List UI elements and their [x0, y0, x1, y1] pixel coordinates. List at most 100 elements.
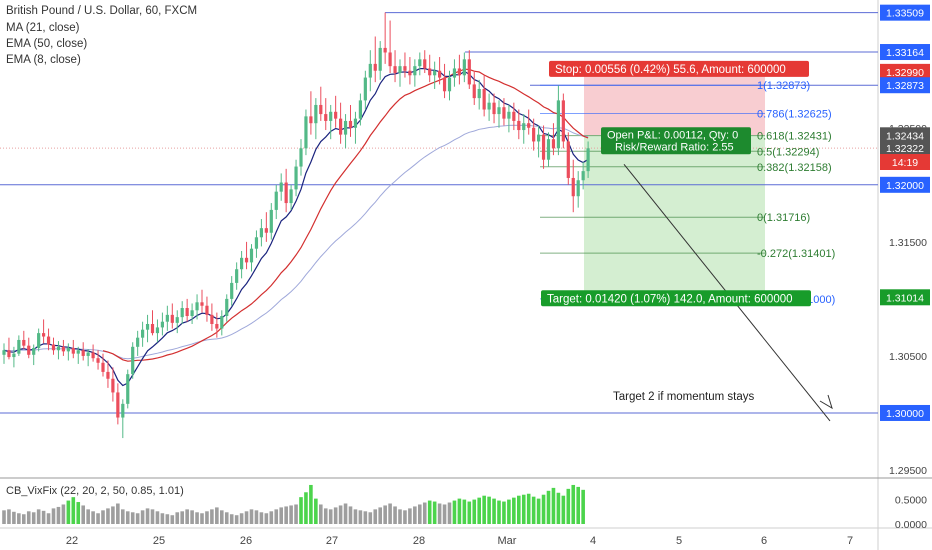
vixfix-bar — [432, 501, 437, 524]
vixfix-bar — [195, 512, 199, 524]
price-tick-label: 1.29500 — [889, 465, 927, 477]
vixfix-bar — [517, 495, 521, 524]
candle-body — [81, 350, 85, 356]
candle-body — [215, 323, 219, 329]
candle-body — [447, 77, 452, 92]
vixfix-bar — [170, 515, 175, 524]
vixfix-bar — [155, 511, 160, 524]
candle-body — [334, 111, 338, 119]
vixfix-bar — [437, 503, 442, 524]
candle-body — [230, 282, 234, 299]
vixfix-bar — [457, 498, 462, 524]
candle-body — [7, 350, 11, 358]
ema8-line — [3, 67, 589, 387]
vixfix-bar — [264, 513, 269, 524]
candle-body — [294, 166, 298, 190]
fib-level-label: 0.618(1.32431) — [757, 131, 832, 143]
vixfix-bar — [526, 493, 531, 524]
candle-body — [76, 350, 80, 354]
vixfix-bar — [299, 497, 303, 524]
candle-body — [240, 257, 244, 270]
candle-body — [452, 68, 457, 78]
vixfix-bar — [294, 504, 298, 524]
candle-body — [225, 298, 229, 317]
candle-body — [165, 314, 169, 322]
candle-body — [284, 182, 288, 204]
vixfix-bar — [160, 513, 165, 524]
candle-body — [249, 248, 254, 263]
stop-zone — [584, 71, 765, 136]
vixfix-bar — [472, 499, 477, 524]
candle-body — [423, 59, 427, 69]
candle-body — [358, 100, 362, 119]
candle-body — [136, 337, 140, 347]
vixfix-bar — [61, 504, 66, 524]
candle-body — [190, 310, 194, 317]
vixfix-bar — [353, 509, 358, 524]
indicator-label: CB_VixFix (22, 20, 2, 50, 0.85, 1.01) — [6, 485, 184, 497]
vixfix-bar — [541, 494, 546, 524]
vixfix-bar — [2, 510, 6, 524]
vixfix-bar — [383, 505, 387, 524]
time-tick-label: 27 — [326, 535, 338, 547]
vixfix-bar — [368, 512, 373, 524]
vixfix-bar — [259, 512, 264, 524]
vixfix-bar — [86, 509, 90, 524]
candle-body — [492, 102, 496, 115]
price-badge — [880, 289, 930, 306]
vixfix-bar — [106, 508, 110, 524]
vixfix-bar — [46, 513, 51, 524]
vixfix-bar — [150, 509, 155, 524]
candle-body — [175, 317, 179, 323]
candle-body — [12, 353, 16, 358]
stop-label-box — [549, 60, 809, 77]
vixfix-bar — [314, 498, 318, 524]
candle-body — [170, 314, 174, 323]
vixfix-bar — [135, 513, 140, 524]
fib-level-label: 0.382(1.32158) — [757, 162, 832, 174]
candle-body — [32, 347, 36, 355]
vixfix-bar — [51, 508, 56, 524]
candle-body — [200, 302, 204, 306]
candle-body — [126, 374, 130, 404]
candle-body — [37, 333, 41, 348]
stop-label-text: Stop: 0.00556 (0.42%) 55.6, Amount: 6000… — [555, 64, 786, 76]
vixfix-bar — [229, 514, 234, 524]
vixfix-bar — [531, 496, 536, 524]
vixfix-bar — [403, 510, 407, 524]
vixfix-bar — [413, 506, 417, 524]
candle-body — [517, 120, 521, 131]
fib-level-label: -0.272(1.31401) — [757, 248, 835, 260]
candle-body — [145, 323, 150, 330]
candle-body — [378, 47, 382, 71]
vixfix-bar — [338, 505, 343, 524]
candle-body — [363, 77, 367, 101]
candle-body — [160, 321, 164, 328]
candle-body — [532, 127, 536, 142]
candle-body — [155, 327, 160, 334]
candle-body — [210, 314, 214, 324]
candle-body — [487, 102, 491, 110]
candle-body — [551, 139, 556, 149]
candle-body — [373, 63, 377, 71]
time-tick-label: 4 — [590, 535, 596, 547]
vixfix-bar — [452, 500, 457, 524]
vixfix-bar — [31, 512, 36, 524]
vixfix-bar — [234, 515, 239, 524]
vixfix-bar — [269, 511, 274, 524]
candle-body — [462, 59, 466, 76]
vixfix-bar — [378, 507, 382, 524]
candle-body — [22, 339, 26, 346]
vixfix-bar — [487, 496, 491, 524]
candle-body — [368, 63, 372, 78]
vixfix-bar — [175, 512, 180, 524]
vixfix-bar — [467, 501, 472, 524]
vixfix-bar — [210, 509, 214, 524]
fib-level-label: 0(1.31716) — [757, 212, 810, 224]
candle-body — [477, 88, 481, 99]
vixfix-bar — [165, 514, 170, 524]
price-badge-text: 1.33509 — [886, 8, 924, 20]
vixfix-bar — [447, 502, 452, 524]
time-tick-label: Mar — [498, 535, 517, 547]
